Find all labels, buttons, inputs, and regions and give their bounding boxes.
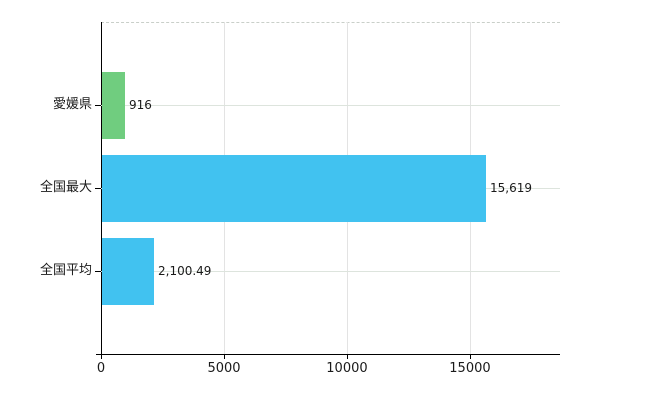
category-tick xyxy=(95,188,101,189)
x-axis-tick xyxy=(346,354,348,359)
category-tick xyxy=(95,105,101,106)
value-label: 15,619 xyxy=(490,181,532,195)
x-axis-tick-label: 0 xyxy=(96,361,106,376)
x-axis-tick xyxy=(469,354,471,359)
value-label: 916 xyxy=(129,98,152,112)
category-tick xyxy=(95,271,101,272)
x-axis-tick xyxy=(223,354,225,359)
category-label: 愛媛県 xyxy=(52,97,92,112)
x-axis-tick-label: 15000 xyxy=(449,361,491,376)
x-axis-tick xyxy=(101,354,102,359)
bar-1 xyxy=(102,72,125,139)
x-axis-tick-label: 10000 xyxy=(326,361,368,376)
bar-2 xyxy=(102,155,486,222)
value-label: 2,100.49 xyxy=(158,264,212,278)
horizontal-gridline xyxy=(101,271,560,272)
x-axis-tick-label: 5000 xyxy=(207,361,241,376)
horizontal-gridline xyxy=(101,105,560,106)
plot-top-border xyxy=(101,22,560,23)
plot-area: 916 15,619 2,100.49 xyxy=(101,22,560,354)
bar-3 xyxy=(102,238,154,305)
category-label: 全国平均 xyxy=(39,263,92,278)
category-label: 全国最大 xyxy=(39,180,92,195)
x-axis-line xyxy=(96,354,560,355)
